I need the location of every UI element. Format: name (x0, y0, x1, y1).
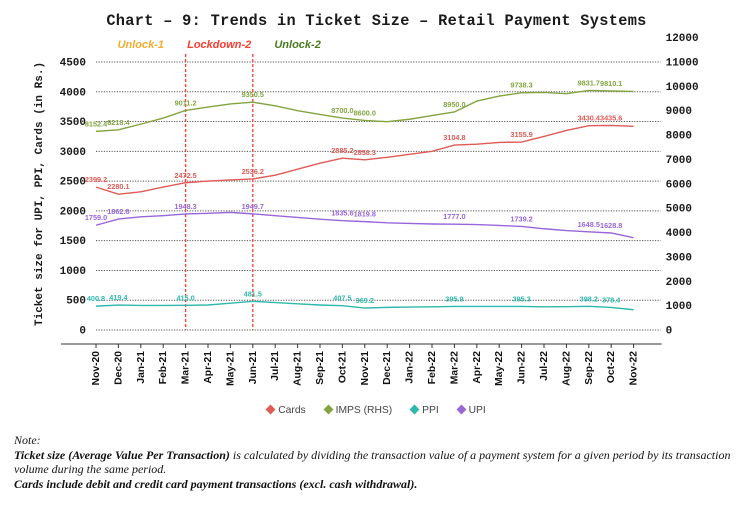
svg-text:1000: 1000 (666, 301, 692, 313)
svg-text:3435.6: 3435.6 (600, 113, 622, 122)
svg-text:1949.7: 1949.7 (242, 202, 264, 211)
svg-text:1000: 1000 (60, 266, 86, 278)
svg-text:1835.6: 1835.6 (331, 209, 353, 218)
svg-text:9738.3: 9738.3 (510, 81, 532, 90)
svg-text:Lockdown-2: Lockdown-2 (187, 39, 251, 51)
svg-text:Unlock-2: Unlock-2 (274, 39, 320, 51)
svg-text:2500: 2500 (60, 177, 86, 189)
svg-text:0: 0 (79, 326, 86, 338)
svg-text:Feb-22: Feb-22 (427, 351, 438, 384)
svg-text:400.8: 400.8 (87, 294, 105, 303)
svg-text:4000: 4000 (60, 87, 86, 99)
svg-text:2000: 2000 (60, 206, 86, 218)
svg-text:1759.0: 1759.0 (85, 213, 107, 222)
svg-text:3500: 3500 (60, 117, 86, 129)
svg-text:8950.0: 8950.0 (443, 100, 465, 109)
svg-text:9000: 9000 (666, 106, 692, 118)
svg-text:Nov-21: Nov-21 (360, 351, 371, 386)
svg-text:1819.8: 1819.8 (354, 210, 376, 219)
svg-text:3000: 3000 (60, 147, 86, 159)
svg-text:8600.0: 8600.0 (354, 108, 376, 117)
svg-text:0: 0 (666, 326, 673, 338)
svg-text:Oct-22: Oct-22 (606, 351, 617, 383)
svg-text:419.4: 419.4 (109, 293, 128, 302)
svg-text:Feb-21: Feb-21 (158, 351, 169, 384)
svg-text:Jun-22: Jun-22 (517, 351, 528, 384)
svg-text:1948.3: 1948.3 (174, 202, 196, 211)
svg-text:Jun-21: Jun-21 (248, 351, 259, 384)
svg-text:378.4: 378.4 (602, 295, 621, 304)
svg-text:Dec-20: Dec-20 (113, 351, 124, 385)
svg-text:3104.8: 3104.8 (443, 133, 465, 142)
svg-text:8218.4: 8218.4 (107, 118, 130, 127)
svg-text:1777.0: 1777.0 (443, 212, 465, 221)
svg-text:Dec-21: Dec-21 (382, 351, 393, 385)
svg-text:395.9: 395.9 (445, 294, 463, 303)
svg-text:369.2: 369.2 (356, 296, 374, 305)
svg-text:9011.2: 9011.2 (175, 98, 197, 107)
svg-text:10000: 10000 (666, 82, 699, 94)
svg-text:Jul-21: Jul-21 (270, 351, 281, 381)
svg-text:Aug-22: Aug-22 (561, 351, 572, 386)
svg-text:3430.4: 3430.4 (578, 114, 601, 123)
svg-text:Mar-21: Mar-21 (181, 351, 192, 384)
svg-text:Nov-22: Nov-22 (629, 351, 640, 386)
svg-text:2399.2: 2399.2 (85, 175, 107, 184)
svg-text:Aug-21: Aug-21 (293, 351, 304, 386)
svg-text:Unlock-1: Unlock-1 (118, 39, 164, 51)
svg-text:Jan-21: Jan-21 (136, 351, 147, 384)
svg-text:Nov-20: Nov-20 (91, 351, 102, 386)
svg-text:1862.8: 1862.8 (107, 207, 129, 216)
svg-text:Sep-21: Sep-21 (315, 351, 326, 385)
svg-text:Jan-22: Jan-22 (405, 351, 416, 384)
svg-text:1739.2: 1739.2 (510, 214, 532, 223)
svg-text:2858.3: 2858.3 (354, 148, 376, 157)
svg-text:11000: 11000 (666, 58, 699, 70)
svg-text:12000: 12000 (666, 33, 699, 45)
svg-text:9350.5: 9350.5 (242, 90, 264, 99)
svg-text:6000: 6000 (666, 179, 692, 191)
svg-text:May-21: May-21 (225, 351, 236, 386)
svg-text:4500: 4500 (60, 58, 86, 70)
svg-text:1500: 1500 (60, 236, 86, 248)
svg-text:Apr-22: Apr-22 (472, 351, 483, 384)
svg-text:1648.5: 1648.5 (578, 220, 600, 229)
svg-text:8700.0: 8700.0 (331, 106, 353, 115)
svg-text:Mar-22: Mar-22 (449, 351, 460, 384)
svg-text:398.2: 398.2 (580, 294, 598, 303)
svg-text:5000: 5000 (666, 204, 692, 216)
svg-text:May-22: May-22 (494, 351, 505, 386)
svg-text:500: 500 (66, 296, 86, 308)
svg-text:2885.2: 2885.2 (331, 146, 353, 155)
svg-text:Apr-21: Apr-21 (203, 351, 214, 384)
svg-text:9810.1: 9810.1 (600, 79, 622, 88)
svg-text:3155.9: 3155.9 (510, 130, 532, 139)
svg-text:2472.5: 2472.5 (174, 171, 196, 180)
svg-text:9831.7: 9831.7 (578, 78, 600, 87)
svg-text:1628.8: 1628.8 (600, 221, 622, 230)
svg-text:2536.2: 2536.2 (242, 167, 264, 176)
svg-text:8152.4: 8152.4 (85, 119, 108, 128)
svg-text:Sep-22: Sep-22 (584, 351, 595, 385)
svg-text:395.3: 395.3 (512, 294, 530, 303)
svg-text:3000: 3000 (666, 252, 692, 264)
svg-text:2000: 2000 (666, 277, 692, 289)
svg-text:481.5: 481.5 (244, 289, 262, 298)
svg-text:8000: 8000 (666, 131, 692, 143)
svg-text:4000: 4000 (666, 228, 692, 240)
svg-text:Jul-22: Jul-22 (539, 351, 550, 381)
svg-text:Oct-21: Oct-21 (337, 351, 348, 383)
svg-text:7000: 7000 (666, 155, 692, 167)
svg-text:2280.1: 2280.1 (107, 182, 129, 191)
svg-text:407.5: 407.5 (333, 294, 351, 303)
svg-text:415.0: 415.0 (176, 293, 194, 302)
